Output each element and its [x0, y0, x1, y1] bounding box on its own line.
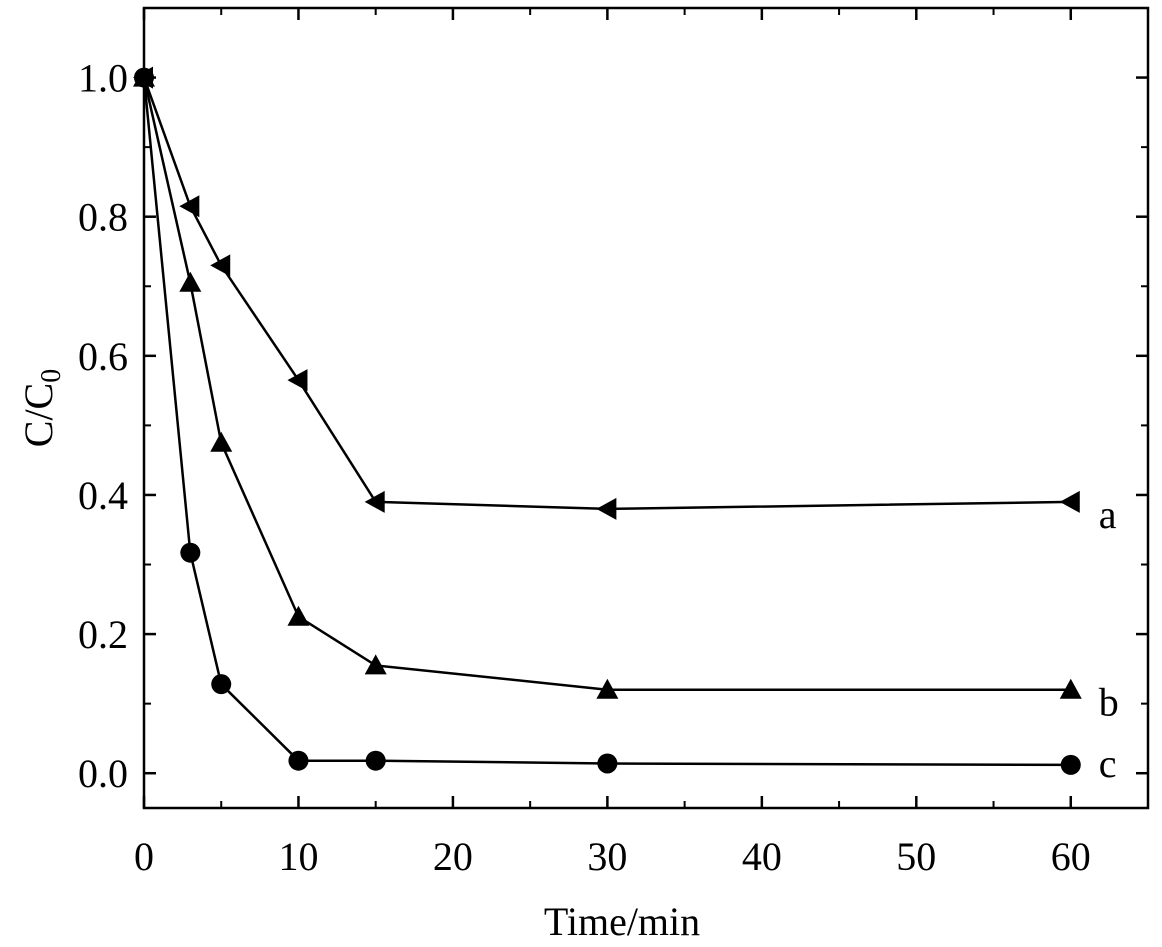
- point-b: [210, 431, 233, 452]
- y-tick-label: 0.2: [78, 612, 128, 657]
- y-axis-label-main: C/C: [16, 383, 61, 447]
- point-a: [364, 490, 385, 513]
- y-axis-label: C/C0: [16, 369, 67, 447]
- point-a: [596, 497, 617, 520]
- point-b: [179, 271, 202, 292]
- series-group: [133, 66, 1082, 775]
- y-tick-label: 0.6: [78, 334, 128, 379]
- axis-ticks: [142, 7, 1149, 808]
- tick-labels: 0 10 20 30 40 50 60 0.0 0.2 0.4 0.6 0.8 1.0: [78, 56, 1091, 879]
- point-a: [210, 254, 231, 277]
- point-c: [365, 750, 386, 771]
- x-tick-label: 20: [433, 834, 473, 879]
- x-axis-label: Time/min: [544, 899, 700, 944]
- series-line-a: [142, 77, 1071, 511]
- point-a: [287, 369, 308, 392]
- y-axis-label-subscript: 0: [36, 369, 67, 383]
- point-c: [288, 750, 309, 771]
- point-c: [1060, 754, 1081, 775]
- point-a: [179, 195, 200, 218]
- y-tick-label: 0.4: [78, 473, 128, 518]
- point-c: [134, 67, 154, 88]
- series-label-c: c: [1099, 741, 1117, 786]
- y-tick-label: 0.0: [78, 751, 128, 796]
- series-label-a: a: [1099, 492, 1117, 537]
- point-a: [1059, 490, 1080, 513]
- point-c: [180, 542, 201, 563]
- series-line-c: [142, 77, 1071, 767]
- point-b: [287, 605, 310, 626]
- x-tick-label: 0: [134, 834, 154, 879]
- series-labels: a bc: [1099, 492, 1119, 786]
- point-b: [1059, 678, 1082, 699]
- plot-frame: [142, 6, 1150, 810]
- point-b: [596, 678, 619, 699]
- x-tick-label: 30: [587, 834, 627, 879]
- series-line-b: [142, 77, 1071, 691]
- point-c: [211, 674, 232, 695]
- point-c: [597, 753, 618, 774]
- x-tick-label: 10: [278, 834, 318, 879]
- point-b: [364, 654, 387, 675]
- series-label-b: b: [1099, 680, 1119, 725]
- y-tick-label: 0.8: [78, 195, 128, 240]
- x-tick-label: 40: [742, 834, 782, 879]
- x-tick-label: 50: [896, 834, 936, 879]
- y-tick-label: 1.0: [78, 56, 128, 101]
- x-tick-label: 60: [1051, 834, 1091, 879]
